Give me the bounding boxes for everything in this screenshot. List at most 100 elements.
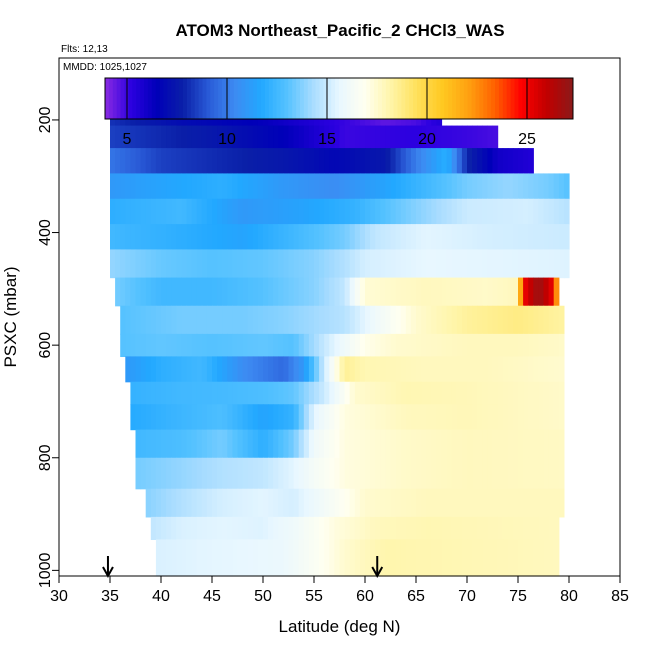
heatmap-cell: [196, 198, 203, 225]
heatmap-cell: [456, 516, 463, 540]
heatmap-cell: [278, 488, 284, 518]
heatmap-cell: [257, 429, 264, 459]
heatmap-cell: [227, 198, 233, 225]
heatmap-cell: [334, 224, 341, 251]
heatmap-cell: [155, 539, 162, 577]
heatmap-cell: [303, 277, 310, 307]
heatmap-cell: [145, 381, 152, 405]
heatmap-cell: [268, 404, 274, 431]
heatmap-cell: [354, 125, 361, 149]
heatmap-cell: [212, 333, 218, 358]
heatmap-cell: [150, 277, 157, 307]
heatmap-cell: [390, 429, 397, 459]
heatmap-cell: [308, 249, 315, 279]
heatmap-cell: [380, 249, 386, 279]
heatmap-cell: [314, 277, 320, 307]
heatmap-cell: [217, 249, 223, 279]
heatmap-cell: [497, 173, 504, 200]
heatmap-cell: [150, 249, 157, 279]
heatmap-cell: [308, 277, 315, 307]
heatmap-cell: [477, 224, 483, 251]
heatmap-cell: [410, 198, 417, 225]
heatmap-cell: [528, 277, 534, 307]
heatmap-cell: [314, 356, 320, 383]
colorbar-segment: [409, 78, 414, 119]
colorbar-segment: [385, 78, 391, 119]
heatmap-cell: [334, 516, 341, 540]
heatmap-cell: [410, 148, 417, 175]
heatmap-cell: [191, 539, 198, 577]
heatmap-cell: [533, 539, 539, 577]
heatmap-cell: [263, 381, 269, 405]
heatmap-cell: [405, 457, 412, 490]
colorbar-segment: [284, 78, 289, 119]
heatmap-cell: [354, 356, 361, 383]
heatmap-cell: [467, 488, 473, 518]
heatmap-cell: [421, 516, 427, 540]
heatmap-cell: [191, 249, 198, 279]
heatmap-cell: [247, 356, 254, 383]
heatmap-cell: [161, 356, 167, 383]
heatmap-cell: [370, 429, 376, 459]
heatmap-cell: [263, 516, 269, 540]
heatmap-cell: [528, 198, 534, 225]
heatmap-cell: [155, 173, 162, 200]
heatmap-cell: [273, 198, 279, 225]
heatmap-cell: [370, 457, 376, 490]
heatmap-cell: [518, 249, 524, 279]
heatmap-cell: [135, 125, 142, 149]
heatmap-cell: [533, 488, 539, 518]
heatmap-cell: [150, 457, 157, 490]
heatmap-cell: [206, 125, 213, 149]
heatmap-cell: [375, 381, 381, 405]
heatmap-cell: [507, 305, 514, 335]
heatmap-cell: [283, 125, 290, 149]
heatmap-cell: [441, 356, 448, 383]
heatmap-cell: [135, 457, 142, 490]
heatmap-cell: [461, 277, 468, 307]
colorbar-segment: [198, 78, 203, 119]
heatmap-cell: [130, 198, 137, 225]
heatmap-cell: [426, 224, 432, 251]
heatmap-cell: [446, 277, 453, 307]
heatmap-cell: [278, 125, 284, 149]
heatmap-cell: [308, 516, 315, 540]
heatmap-cell: [196, 457, 203, 490]
colorbar-segment: [245, 78, 250, 119]
heatmap-cell: [512, 381, 519, 405]
heatmap-cell: [487, 333, 494, 358]
heatmap-cell: [548, 539, 555, 577]
heatmap-cell: [263, 333, 269, 358]
heatmap-cell: [543, 224, 550, 251]
heatmap-cell: [227, 457, 233, 490]
heatmap-cell: [298, 457, 305, 490]
heatmap-cell: [441, 249, 448, 279]
heatmap-cell: [247, 404, 254, 431]
heatmap-cell: [324, 148, 330, 175]
heatmap-cell: [222, 429, 228, 459]
heatmap-cell: [324, 173, 330, 200]
heatmap-cell: [324, 488, 330, 518]
heatmap-cell: [528, 539, 534, 577]
heatmap-cell: [400, 516, 407, 540]
heatmap-cell: [135, 381, 142, 405]
heatmap-cell: [446, 457, 453, 490]
heatmap-cell: [518, 277, 524, 307]
colorbar-segment: [171, 78, 176, 119]
heatmap-cell: [441, 277, 448, 307]
heatmap-cell: [155, 381, 162, 405]
heatmap-cell: [314, 305, 320, 335]
heatmap-cell: [365, 404, 371, 431]
heatmap-cell: [273, 381, 279, 405]
heatmap-cell: [543, 539, 550, 577]
heatmap-cell: [421, 404, 427, 431]
heatmap-cell: [268, 457, 274, 490]
heatmap-cell: [359, 488, 366, 518]
heatmap-cell: [319, 356, 325, 383]
heatmap-cell: [303, 173, 310, 200]
heatmap-cell: [308, 539, 315, 577]
heatmap-cell: [380, 516, 386, 540]
heatmap-cell: [528, 516, 534, 540]
heatmap-cell: [523, 277, 529, 307]
heatmap-cell: [400, 457, 407, 490]
